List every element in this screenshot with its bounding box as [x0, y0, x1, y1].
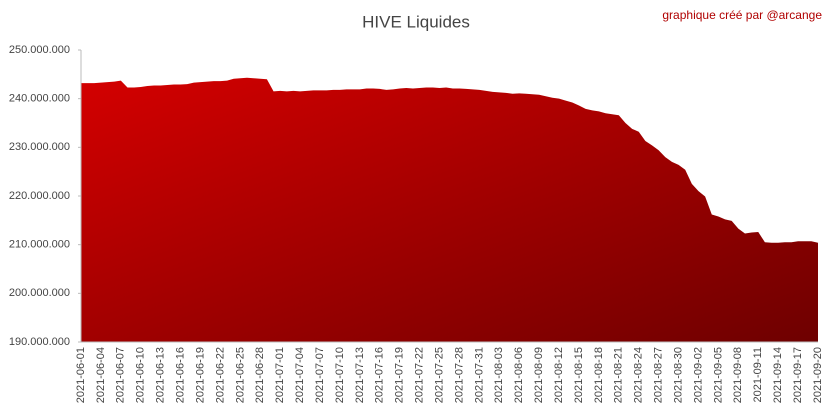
- x-tick-label: 2021-09-05: [712, 347, 724, 403]
- x-tick-label: 2021-08-15: [573, 347, 585, 403]
- y-tick-label: 250.000.000: [9, 44, 70, 56]
- x-tick-label: 2021-09-17: [792, 347, 804, 403]
- x-tick-label: 2021-08-30: [672, 347, 684, 403]
- x-tick-label: 2021-07-01: [274, 347, 286, 403]
- x-tick-label: 2021-09-11: [752, 347, 764, 402]
- x-tick-label: 2021-07-10: [334, 347, 346, 403]
- x-tick-label: 2021-06-19: [194, 347, 206, 403]
- x-tick-label: 2021-06-13: [155, 347, 167, 403]
- chart-subtitle: graphique créé par @arcange: [662, 8, 822, 22]
- y-tick-label: 220.000.000: [9, 190, 70, 202]
- x-tick-label: 2021-06-16: [175, 347, 187, 403]
- x-tick-label: 2021-08-18: [593, 347, 605, 403]
- x-tick-label: 2021-09-02: [692, 347, 704, 403]
- y-tick-label: 240.000.000: [9, 93, 70, 105]
- x-tick-label: 2021-06-25: [234, 347, 246, 403]
- x-tick-label: 2021-06-04: [95, 347, 107, 403]
- x-tick-label: 2021-07-28: [453, 347, 465, 403]
- x-tick-label: 2021-07-25: [433, 347, 445, 403]
- x-tick-label: 2021-08-21: [613, 347, 625, 403]
- x-tick-label: 2021-08-12: [553, 347, 565, 403]
- area: [81, 77, 818, 343]
- x-tick-label: 2021-09-20: [812, 347, 824, 403]
- x-tick-label: 2021-06-22: [214, 347, 226, 403]
- x-tick-label: 2021-07-13: [354, 347, 366, 403]
- x-tick-label: 2021-07-22: [414, 347, 426, 403]
- x-tick-label: 2021-06-01: [75, 347, 87, 403]
- x-tick-label: 2021-07-31: [473, 347, 485, 403]
- chart-title: HIVE Liquides: [362, 12, 470, 31]
- x-tick-label: 2021-06-28: [254, 347, 266, 403]
- x-tick-label: 2021-06-07: [115, 347, 127, 403]
- x-tick-label: 2021-08-24: [633, 347, 645, 403]
- x-tick-label: 2021-07-04: [294, 347, 306, 403]
- y-tick-label: 200.000.000: [9, 287, 70, 299]
- y-tick-label: 190.000.000: [9, 336, 70, 348]
- x-tick-label: 2021-08-03: [493, 347, 505, 403]
- x-tick-label: 2021-07-07: [314, 347, 326, 403]
- x-tick-label: 2021-07-19: [394, 347, 406, 403]
- x-tick-label: 2021-08-09: [533, 347, 545, 403]
- x-tick-label: 2021-08-27: [653, 347, 665, 403]
- x-tick-label: 2021-06-10: [135, 347, 147, 403]
- x-tick-label: 2021-09-08: [732, 347, 744, 403]
- x-tick-label: 2021-08-06: [513, 347, 525, 403]
- y-tick-label: 230.000.000: [9, 141, 70, 153]
- x-tick-label: 2021-09-14: [772, 347, 784, 403]
- y-tick-label: 210.000.000: [9, 239, 70, 251]
- x-tick-label: 2021-07-16: [374, 347, 386, 403]
